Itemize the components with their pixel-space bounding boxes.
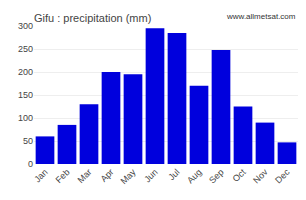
svg-text:Jul: Jul — [166, 167, 181, 182]
svg-text:May: May — [118, 167, 137, 186]
svg-text:Oct: Oct — [231, 167, 248, 184]
svg-text:Gifu : precipitation (mm): Gifu : precipitation (mm) — [34, 12, 151, 24]
svg-text:200: 200 — [18, 67, 33, 77]
svg-text:Apr: Apr — [99, 167, 116, 184]
svg-text:Jan: Jan — [32, 167, 49, 184]
svg-text:150: 150 — [18, 90, 33, 100]
svg-text:Sep: Sep — [207, 167, 225, 185]
svg-text:www.allmetsat.com: www.allmetsat.com — [226, 12, 296, 21]
svg-text:0: 0 — [28, 159, 33, 169]
svg-text:Aug: Aug — [185, 167, 203, 185]
svg-text:250: 250 — [18, 44, 33, 54]
svg-text:Feb: Feb — [54, 167, 72, 185]
svg-text:Dec: Dec — [273, 167, 292, 186]
svg-text:Mar: Mar — [76, 167, 94, 185]
svg-text:300: 300 — [18, 21, 33, 31]
svg-text:Nov: Nov — [251, 167, 270, 186]
svg-text:50: 50 — [23, 136, 33, 146]
svg-text:100: 100 — [18, 113, 33, 123]
svg-text:Jun: Jun — [142, 167, 159, 184]
